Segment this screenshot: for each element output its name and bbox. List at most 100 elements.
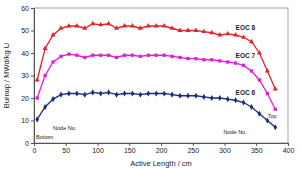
marker bbox=[98, 22, 103, 26]
marker bbox=[218, 59, 221, 62]
marker bbox=[122, 23, 127, 27]
marker bbox=[234, 97, 238, 103]
tick: 30 bbox=[21, 72, 34, 79]
marker bbox=[114, 25, 119, 29]
annotation: Node No. bbox=[223, 129, 247, 135]
marker bbox=[155, 54, 158, 57]
marker bbox=[51, 32, 56, 36]
annotation: Bottom bbox=[36, 134, 54, 140]
tick-label: 40 bbox=[21, 50, 29, 57]
tick: 350 bbox=[251, 143, 263, 154]
tick: 150 bbox=[124, 143, 136, 154]
tick-label: 100 bbox=[92, 147, 104, 154]
marker bbox=[75, 90, 79, 96]
tick: 400 bbox=[283, 143, 295, 154]
tick-label: 250 bbox=[187, 147, 199, 154]
tick-label: 400 bbox=[283, 147, 295, 154]
x-axis: 050100150200250300350400 bbox=[33, 143, 295, 154]
marker bbox=[123, 54, 126, 57]
tick-label: 150 bbox=[124, 147, 136, 154]
tick-mark bbox=[161, 143, 162, 146]
tick-mark bbox=[256, 143, 257, 146]
axis-line bbox=[31, 9, 35, 144]
marker bbox=[139, 55, 142, 58]
tick-mark bbox=[129, 143, 130, 146]
marker bbox=[226, 60, 229, 63]
tick-mark bbox=[31, 53, 34, 54]
series-line bbox=[37, 92, 275, 127]
marker bbox=[170, 92, 174, 98]
tick: 20 bbox=[21, 95, 34, 102]
marker bbox=[91, 54, 94, 57]
marker bbox=[147, 90, 151, 96]
marker bbox=[67, 90, 71, 96]
marker bbox=[59, 55, 62, 58]
marker bbox=[115, 92, 119, 98]
tick: 40 bbox=[21, 50, 34, 57]
tick-label: 10 bbox=[21, 117, 29, 124]
chart: 0501001502002503003504000102030405060EOC… bbox=[0, 0, 300, 169]
tick-label: 20 bbox=[21, 95, 29, 102]
marker bbox=[249, 39, 254, 43]
marker bbox=[194, 57, 197, 60]
marker bbox=[178, 28, 183, 32]
marker bbox=[99, 90, 103, 96]
marker bbox=[185, 28, 190, 32]
tick: 0 bbox=[25, 140, 34, 147]
marker bbox=[233, 32, 238, 36]
marker bbox=[178, 56, 181, 59]
marker bbox=[138, 25, 143, 29]
annotation: Top bbox=[268, 113, 277, 119]
marker bbox=[82, 25, 87, 29]
marker bbox=[241, 34, 246, 38]
y-axis: 0102030405060 bbox=[21, 5, 34, 147]
marker bbox=[257, 50, 262, 54]
tick-label: 60 bbox=[21, 5, 29, 12]
marker bbox=[186, 93, 190, 99]
tick-mark bbox=[193, 143, 194, 146]
marker bbox=[75, 54, 78, 57]
marker bbox=[210, 95, 214, 101]
marker bbox=[210, 58, 213, 61]
marker bbox=[58, 25, 63, 29]
marker bbox=[154, 90, 158, 96]
series-label: EOC 6 bbox=[236, 89, 256, 96]
plot-frame bbox=[34, 8, 288, 143]
marker bbox=[43, 46, 48, 50]
marker bbox=[202, 94, 206, 100]
marker bbox=[170, 25, 175, 29]
marker bbox=[43, 74, 46, 77]
marker bbox=[273, 86, 278, 90]
y-axis-title: Burnup / MWd/kg U bbox=[2, 43, 11, 108]
marker bbox=[130, 23, 135, 27]
marker bbox=[274, 108, 277, 111]
marks bbox=[35, 21, 278, 130]
series-line bbox=[37, 24, 275, 89]
tick: 60 bbox=[21, 5, 34, 12]
marker bbox=[35, 116, 39, 122]
tick-label: 0 bbox=[25, 140, 29, 147]
marker bbox=[226, 96, 230, 102]
marker bbox=[146, 23, 151, 27]
marker bbox=[131, 90, 135, 96]
marker bbox=[218, 95, 222, 101]
series-label: EOC 8 bbox=[236, 24, 256, 31]
marker bbox=[162, 23, 167, 27]
tick: 50 bbox=[62, 143, 70, 154]
x-axis-title: Active Length / cm bbox=[130, 159, 192, 168]
marker bbox=[266, 92, 269, 95]
marker bbox=[217, 32, 222, 36]
tick-mark bbox=[66, 143, 67, 146]
tick-label: 30 bbox=[21, 72, 29, 79]
marker bbox=[115, 56, 118, 59]
marker bbox=[83, 56, 86, 59]
tick-mark bbox=[31, 121, 34, 122]
marker bbox=[35, 77, 40, 81]
marker bbox=[90, 21, 95, 25]
marker bbox=[59, 92, 63, 98]
tick: 250 bbox=[187, 143, 199, 154]
marker bbox=[258, 78, 261, 81]
marker bbox=[139, 92, 143, 98]
tick: 10 bbox=[21, 117, 34, 124]
marker bbox=[163, 54, 166, 57]
